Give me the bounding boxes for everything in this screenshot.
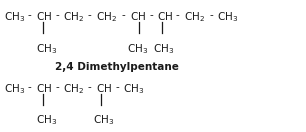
Text: $\mathregular{CH}$: $\mathregular{CH}$ <box>36 82 52 94</box>
Text: -: - <box>122 10 126 20</box>
Text: $\mathregular{CH_3}$: $\mathregular{CH_3}$ <box>4 10 25 24</box>
Text: $\mathregular{CH_3}$: $\mathregular{CH_3}$ <box>93 113 114 127</box>
Text: $\mathregular{CH}$: $\mathregular{CH}$ <box>36 10 52 22</box>
Text: $\mathregular{CH_3}$: $\mathregular{CH_3}$ <box>36 113 57 127</box>
Text: $\mathregular{CH_2}$: $\mathregular{CH_2}$ <box>96 10 117 24</box>
Text: -: - <box>28 10 32 20</box>
Text: $\mathregular{CH_3}$: $\mathregular{CH_3}$ <box>4 82 25 96</box>
Text: $\mathregular{CH_2}$: $\mathregular{CH_2}$ <box>184 10 205 24</box>
Text: $\mathregular{CH_3}$: $\mathregular{CH_3}$ <box>36 42 57 56</box>
Text: -: - <box>209 10 213 20</box>
Text: $\mathregular{CH_3}$: $\mathregular{CH_3}$ <box>123 82 144 96</box>
Text: $\mathregular{CH_2}$: $\mathregular{CH_2}$ <box>63 82 84 96</box>
Text: $\mathregular{CH_3}$: $\mathregular{CH_3}$ <box>153 42 174 56</box>
Text: $\mathregular{CH}$: $\mathregular{CH}$ <box>157 10 173 22</box>
Text: -: - <box>28 82 32 92</box>
Text: -: - <box>88 10 92 20</box>
Text: $\mathregular{CH_3}$: $\mathregular{CH_3}$ <box>217 10 238 24</box>
Text: -: - <box>88 82 92 92</box>
Text: 2,4 Dimethylpentane: 2,4 Dimethylpentane <box>55 62 179 72</box>
Text: -: - <box>176 10 180 20</box>
Text: -: - <box>55 82 59 92</box>
Text: -: - <box>55 10 59 20</box>
Text: -: - <box>115 82 119 92</box>
Text: $\mathregular{CH}$: $\mathregular{CH}$ <box>96 82 112 94</box>
Text: $\mathregular{CH_3}$: $\mathregular{CH_3}$ <box>127 42 148 56</box>
Text: -: - <box>149 10 153 20</box>
Text: $\mathregular{CH_2}$: $\mathregular{CH_2}$ <box>63 10 84 24</box>
Text: $\mathregular{CH}$: $\mathregular{CH}$ <box>130 10 146 22</box>
